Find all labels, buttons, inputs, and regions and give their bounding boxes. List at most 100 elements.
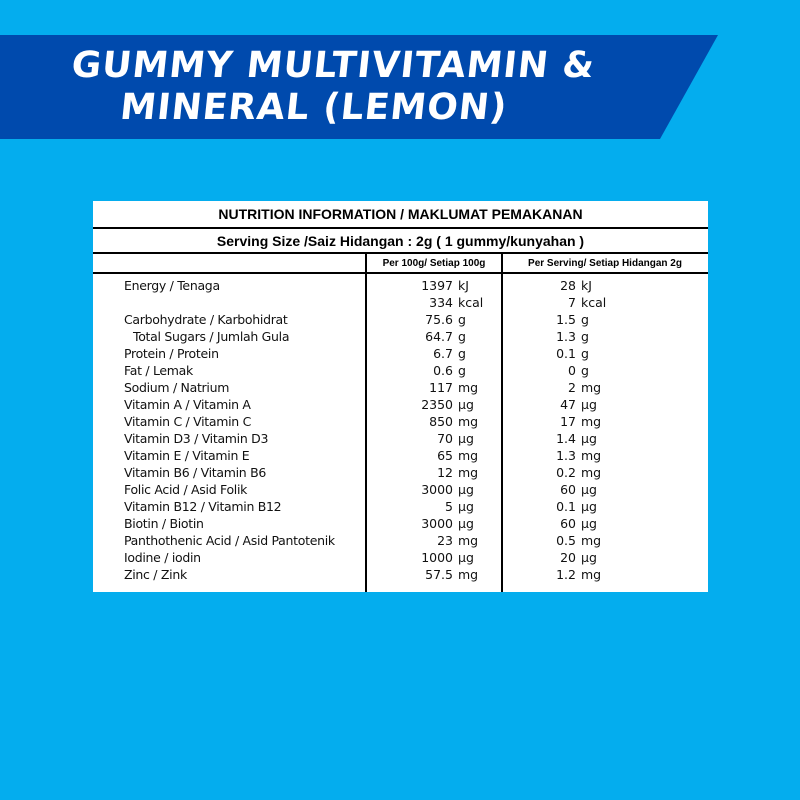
per-serving-unit: mg xyxy=(581,465,602,480)
serving-size: Serving Size /Saiz Hidangan : 2g ( 1 gum… xyxy=(93,229,708,254)
nutrient-row: Vitamin C / Vitamin C 850 mg 17 mg xyxy=(93,414,708,431)
nutrient-name: Protein / Protein xyxy=(124,346,219,361)
nutrient-name: Zinc / Zink xyxy=(124,567,187,582)
per-100g-value: 64.7 xyxy=(425,329,453,344)
nutrient-row: Total Sugars / Jumlah Gula 64.7 g 1.3 g xyxy=(93,329,708,346)
per-serving-value: 28 xyxy=(560,278,576,293)
per-100g-unit: mg xyxy=(458,533,479,548)
nutrient-row: Iodine / iodin 1000 µg 20 µg xyxy=(93,550,708,567)
title-banner xyxy=(0,35,718,139)
per-100g-unit: µg xyxy=(458,516,474,531)
per-100g-value: 65 xyxy=(437,448,453,463)
nutrient-name: Folic Acid / Asid Folik xyxy=(124,482,248,497)
column-header-row: Per 100g/ Setiap 100g Per Serving/ Setia… xyxy=(93,254,708,274)
per-serving-unit: µg xyxy=(581,431,597,446)
per-serving-unit: g xyxy=(581,346,589,361)
per-serving-value: 0.2 xyxy=(556,465,576,480)
nutrient-name: Vitamin D3 / Vitamin D3 xyxy=(124,431,269,446)
per-serving-value: 0 xyxy=(568,363,576,378)
nutrient-name: Fat / Lemak xyxy=(124,363,193,378)
per-100g-unit: mg xyxy=(458,465,479,480)
per-serving-value: 2 xyxy=(568,380,576,395)
per-100g-value: 75.6 xyxy=(425,312,453,327)
column-header-per-100g: Per 100g/ Setiap 100g xyxy=(382,257,486,269)
per-100g-value: 1000 xyxy=(421,550,453,565)
per-serving-unit: mg xyxy=(581,448,602,463)
per-100g-value: 5 xyxy=(445,499,453,514)
per-serving-unit: µg xyxy=(581,550,597,565)
per-serving-unit: kJ xyxy=(581,278,592,293)
nutrient-row: Biotin / Biotin 3000 µg 60 µg xyxy=(93,516,708,533)
nutrient-row: Folic Acid / Asid Folik 3000 µg 60 µg xyxy=(93,482,708,499)
per-100g-unit: µg xyxy=(458,397,474,412)
nutrition-table: NUTRITION INFORMATION / MAKLUMAT PEMAKAN… xyxy=(93,201,708,592)
nutrient-row: Zinc / Zink 57.5 mg 1.2 mg xyxy=(93,567,708,584)
per-serving-unit: mg xyxy=(581,414,602,429)
per-100g-unit: mg xyxy=(458,448,479,463)
nutrient-name: Vitamin E / Vitamin E xyxy=(124,448,250,463)
per-100g-value: 850 xyxy=(429,414,453,429)
per-100g-unit: g xyxy=(458,363,466,378)
per-serving-value: 1.5 xyxy=(556,312,576,327)
product-title-line2: Mineral (Lemon) xyxy=(118,87,510,128)
nutrient-row: Vitamin B6 / Vitamin B6 12 mg 0.2 mg xyxy=(93,465,708,482)
per-100g-unit: µg xyxy=(458,550,474,565)
nutrient-name: Vitamin B12 / Vitamin B12 xyxy=(124,499,282,514)
per-100g-value: 3000 xyxy=(421,482,453,497)
per-100g-unit: µg xyxy=(458,431,474,446)
nutrient-row: Vitamin D3 / Vitamin D3 70 µg 1.4 µg xyxy=(93,431,708,448)
per-serving-value: 60 xyxy=(560,516,576,531)
per-100g-value: 2350 xyxy=(421,397,453,412)
per-100g-value: 12 xyxy=(437,465,453,480)
per-serving-value: 7 xyxy=(568,295,576,310)
per-100g-value: 1397 xyxy=(421,278,453,293)
per-serving-unit: µg xyxy=(581,516,597,531)
per-100g-value: 23 xyxy=(437,533,453,548)
product-title-line1: Gummy Multivitamin & xyxy=(69,45,598,86)
product-title: Gummy Multivitamin & Mineral (Lemon) xyxy=(0,35,665,139)
per-100g-value: 0.6 xyxy=(433,363,453,378)
nutrient-name: Vitamin B6 / Vitamin B6 xyxy=(124,465,267,480)
per-serving-unit: mg xyxy=(581,567,602,582)
per-serving-value: 0.1 xyxy=(556,346,576,361)
per-serving-unit: mg xyxy=(581,533,602,548)
per-serving-value: 0.1 xyxy=(556,499,576,514)
per-serving-unit: µg xyxy=(581,499,597,514)
per-100g-unit: mg xyxy=(458,414,479,429)
nutrient-name: Total Sugars / Jumlah Gula xyxy=(133,329,290,344)
per-100g-value: 57.5 xyxy=(425,567,453,582)
per-serving-value: 47 xyxy=(560,397,576,412)
nutrient-name: Biotin / Biotin xyxy=(124,516,204,531)
per-100g-unit: µg xyxy=(458,499,474,514)
per-serving-value: 60 xyxy=(560,482,576,497)
nutrient-row: Panthothenic Acid / Asid Pantotenik 23 mg 0… xyxy=(93,533,708,550)
nutrition-table-title: NUTRITION INFORMATION / MAKLUMAT PEMAKAN… xyxy=(93,201,708,229)
nutrient-name: Vitamin C / Vitamin C xyxy=(124,414,252,429)
nutrient-name: Panthothenic Acid / Asid Pantotenik xyxy=(124,533,335,548)
per-serving-value: 1.3 xyxy=(556,329,576,344)
per-serving-value: 1.3 xyxy=(556,448,576,463)
per-100g-value: 3000 xyxy=(421,516,453,531)
per-serving-value: 17 xyxy=(560,414,576,429)
per-100g-unit: kcal xyxy=(458,295,484,310)
per-serving-unit: kcal xyxy=(581,295,607,310)
nutrient-name: Sodium / Natrium xyxy=(124,380,230,395)
nutrient-name: Carbohydrate / Karbohidrat xyxy=(124,312,288,327)
per-100g-unit: g xyxy=(458,346,466,361)
per-serving-value: 20 xyxy=(560,550,576,565)
per-100g-unit: g xyxy=(458,312,466,327)
per-100g-unit: mg xyxy=(458,567,479,582)
per-serving-value: 0.5 xyxy=(556,533,576,548)
per-100g-unit: kJ xyxy=(458,278,469,293)
nutrient-row: Protein / Protein 6.7 g 0.1 g xyxy=(93,346,708,363)
nutrient-name: Iodine / iodin xyxy=(124,550,201,565)
nutrient-row: Vitamin B12 / Vitamin B12 5 µg 0.1 µg xyxy=(93,499,708,516)
per-serving-value: 1.2 xyxy=(556,567,576,582)
nutrient-name: Energy / Tenaga xyxy=(124,278,220,293)
per-100g-value: 334 xyxy=(429,295,453,310)
per-serving-unit: µg xyxy=(581,482,597,497)
nutrient-name: Vitamin A / Vitamin A xyxy=(124,397,251,412)
nutrient-row: Carbohydrate / Karbohidrat 75.6 g 1.5 g xyxy=(93,312,708,329)
per-100g-value: 6.7 xyxy=(433,346,453,361)
column-header-per-serving: Per Serving/ Setiap Hidangan 2g xyxy=(528,257,682,269)
